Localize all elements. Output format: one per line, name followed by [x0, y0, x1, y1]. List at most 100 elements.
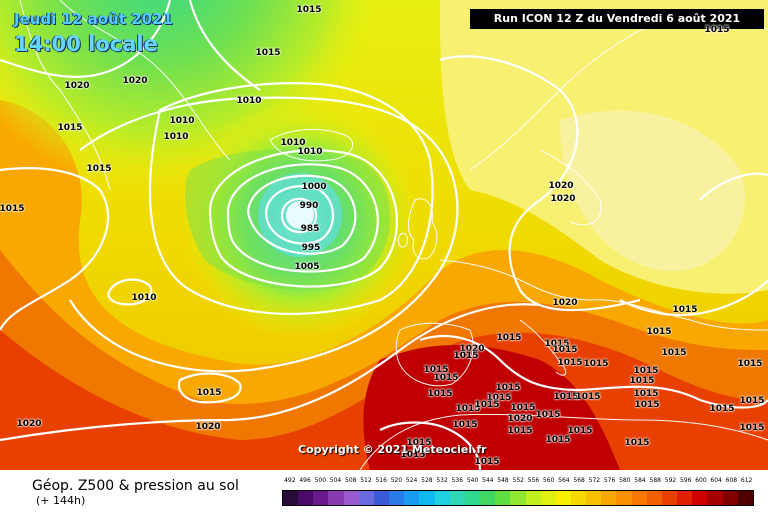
- isobar-label: 1015: [455, 404, 481, 414]
- isobar-label: 1010: [297, 147, 323, 157]
- legend-swatch: [586, 491, 602, 505]
- legend-swatch: [555, 491, 571, 505]
- isobar-label: 1015: [255, 48, 281, 58]
- isobar-label: 1015: [474, 400, 500, 410]
- isobar-label: 1015: [433, 373, 459, 383]
- isobar-label: 1015: [633, 389, 659, 399]
- isobar-label: 1015: [400, 450, 426, 460]
- coast-baltic: [539, 149, 602, 226]
- isobar-ring-995: [246, 174, 357, 255]
- isobar-label: 1015: [545, 435, 571, 445]
- legend-swatch: [373, 491, 390, 505]
- legend-swatch: [343, 491, 359, 505]
- legend-tick-label: 500: [314, 477, 327, 484]
- lead-time: (+ 144h): [36, 494, 86, 507]
- legend-tick-label: 528: [421, 477, 433, 484]
- forecast-date: Jeudi 12 août 2021: [14, 10, 173, 28]
- isobar-label: 1015: [737, 359, 763, 369]
- legend-tick-label: 496: [299, 477, 311, 484]
- legend-tick-label: 512: [360, 477, 372, 484]
- field-band-africa-deep-red: [363, 345, 620, 470]
- legend-swatch: [540, 491, 556, 505]
- coast-italy: [519, 319, 567, 376]
- legend-tick-label: 596: [679, 477, 692, 484]
- legend-tick-label: 564: [558, 477, 570, 484]
- isobar-label: 1015: [86, 164, 112, 174]
- coast-greenland: [19, 0, 231, 191]
- isobar-label: 1015: [575, 392, 601, 402]
- copyright-notice: Copyright © 2021 Meteociel.fr: [298, 443, 487, 456]
- isobar-label: 1015: [486, 393, 512, 403]
- legend-tick-label: 568: [573, 477, 585, 484]
- legend-tick-label: 516: [375, 477, 387, 484]
- field-low-center-white: [286, 201, 314, 229]
- legend-swatch: [722, 491, 738, 505]
- isobar-label: 1015: [552, 345, 578, 355]
- field-band-ne-pale: [560, 110, 746, 272]
- isobar-1015-africa: [379, 421, 482, 470]
- isobar-label: 1020: [16, 419, 42, 429]
- legend-tick-label: 572: [588, 477, 601, 484]
- legend-tick-label: 508: [345, 477, 357, 484]
- isobar-label: 1020: [548, 181, 574, 191]
- isobar-1015-greenland: [188, 0, 261, 91]
- legend-color-scale: [282, 490, 754, 506]
- isobar-ring-990: [264, 185, 335, 245]
- legend-swatch: [510, 491, 526, 505]
- isobar-1010-small-low: [107, 278, 153, 306]
- isobar-label: 1015: [496, 333, 522, 343]
- isobar-label: 1020: [459, 344, 485, 354]
- isobar-label: 1015: [634, 400, 660, 410]
- isobar-label: 1015: [474, 457, 500, 467]
- isobar-label: 1015: [507, 426, 533, 436]
- isobar-label: 1010: [280, 138, 306, 148]
- legend-tick-label: 608: [725, 477, 738, 484]
- isobar-label: 1015: [535, 410, 561, 420]
- isobar-1015-west: [0, 167, 110, 331]
- isobar-label: 1015: [544, 339, 570, 349]
- legend-tick-label: 544: [482, 477, 494, 484]
- coast-africa: [359, 413, 768, 470]
- isobar-1020-north: [0, 0, 172, 78]
- isobar-ring-1005: [208, 149, 398, 288]
- legend-swatch: [677, 491, 693, 505]
- isobar-label: 1015: [453, 351, 479, 361]
- legend-tick-label: 536: [451, 477, 464, 484]
- legend-tick-label: 600: [695, 477, 707, 484]
- field-title: Géop. Z500 & pression au sol: [32, 478, 239, 494]
- legend-tick-label: 604: [710, 477, 722, 484]
- coast-iceland: [269, 128, 354, 162]
- isobar-label: 1015: [553, 392, 579, 402]
- coast-europe: [439, 259, 768, 331]
- isobar-label: 1015: [672, 305, 698, 315]
- legend-swatch: [434, 491, 450, 505]
- legend-swatch: [646, 491, 662, 505]
- legend-tick-label: 520: [390, 477, 403, 484]
- isobar-label: 1015: [739, 423, 765, 433]
- isobar-1015-mid: [69, 96, 459, 373]
- isobar-label: 1010: [163, 132, 189, 142]
- legend-swatch: [707, 491, 723, 505]
- isobar-label: 1020: [550, 194, 576, 204]
- legend-swatch: [737, 491, 753, 505]
- legend-swatch: [328, 491, 344, 505]
- legend-tick-label: 580: [619, 477, 631, 484]
- legend-swatch: [464, 491, 481, 505]
- isobar-label: 1015: [452, 420, 478, 430]
- isobar-ring-985: [280, 197, 318, 234]
- isobar-label: 1015: [646, 327, 672, 337]
- low-center-label-1000: 1000: [301, 182, 327, 192]
- isobar-label: 1015: [629, 376, 655, 386]
- legend-swatch: [495, 491, 511, 505]
- isobar-label: 1020: [64, 81, 90, 91]
- legend-swatch: [692, 491, 708, 505]
- model-run-info: Run ICON 12 Z du Vendredi 6 août 2021: [470, 9, 764, 29]
- legend-tick-labels: 492 496 500 504 508 512 516 520 524 528 532 536 540 5…: [282, 477, 754, 489]
- isobar-label: 1015: [583, 359, 609, 369]
- isobar-label: 1015: [0, 204, 25, 214]
- isobar-label: 1015: [510, 403, 536, 413]
- isobar-label: 1015: [709, 404, 735, 414]
- legend-tick-label: 540: [466, 477, 479, 484]
- isobar-label: 1015: [196, 388, 222, 398]
- legend-tick-label: 552: [512, 477, 524, 484]
